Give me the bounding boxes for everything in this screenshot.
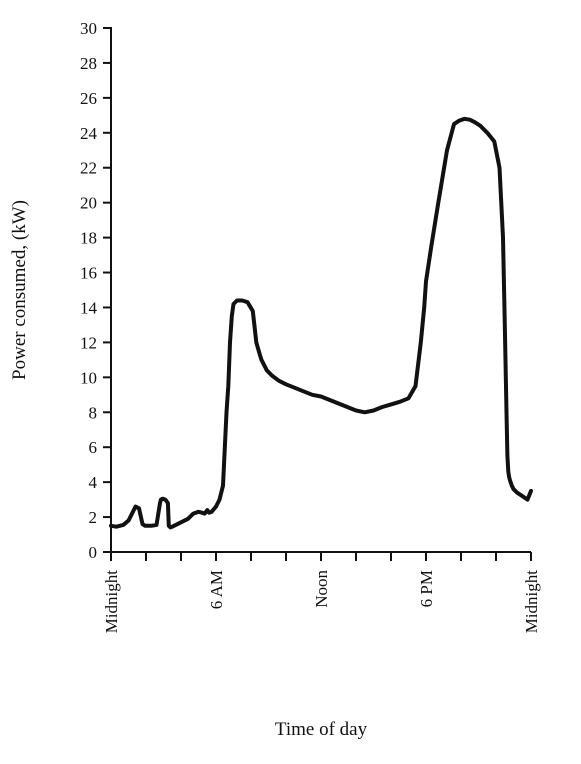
y-tick-label: 18 (80, 229, 97, 248)
x-tick-label: Midnight (522, 570, 541, 634)
x-tick-label: 6 AM (207, 570, 226, 609)
y-tick-label: 12 (80, 333, 97, 352)
y-tick-label: 28 (80, 54, 97, 73)
y-tick-label: 10 (80, 368, 97, 387)
y-tick-label: 22 (80, 159, 97, 178)
y-tick-label: 8 (89, 403, 98, 422)
y-tick-label: 30 (80, 19, 97, 38)
y-tick-label: 14 (80, 298, 98, 317)
y-tick-label: 4 (89, 473, 98, 492)
x-axis-title: Time of day (275, 719, 368, 740)
x-tick-label: Midnight (102, 570, 121, 634)
y-tick-label: 6 (89, 438, 98, 457)
y-tick-label: 24 (80, 124, 98, 143)
y-tick-label: 26 (80, 89, 97, 108)
x-tick-label: 6 PM (417, 570, 436, 607)
x-tick-label: Noon (312, 570, 331, 608)
power-consumption-line (109, 116, 533, 530)
y-tick-label: 2 (89, 508, 98, 527)
y-tick-label: 20 (80, 194, 97, 213)
y-axis-title: Power consumed, (kW) (9, 200, 30, 380)
y-tick-label: 0 (89, 543, 98, 562)
x-axis-ticks: Midnight 6 AM Noon 6 PM Midnight (102, 552, 541, 633)
y-tick-label: 16 (80, 264, 97, 283)
